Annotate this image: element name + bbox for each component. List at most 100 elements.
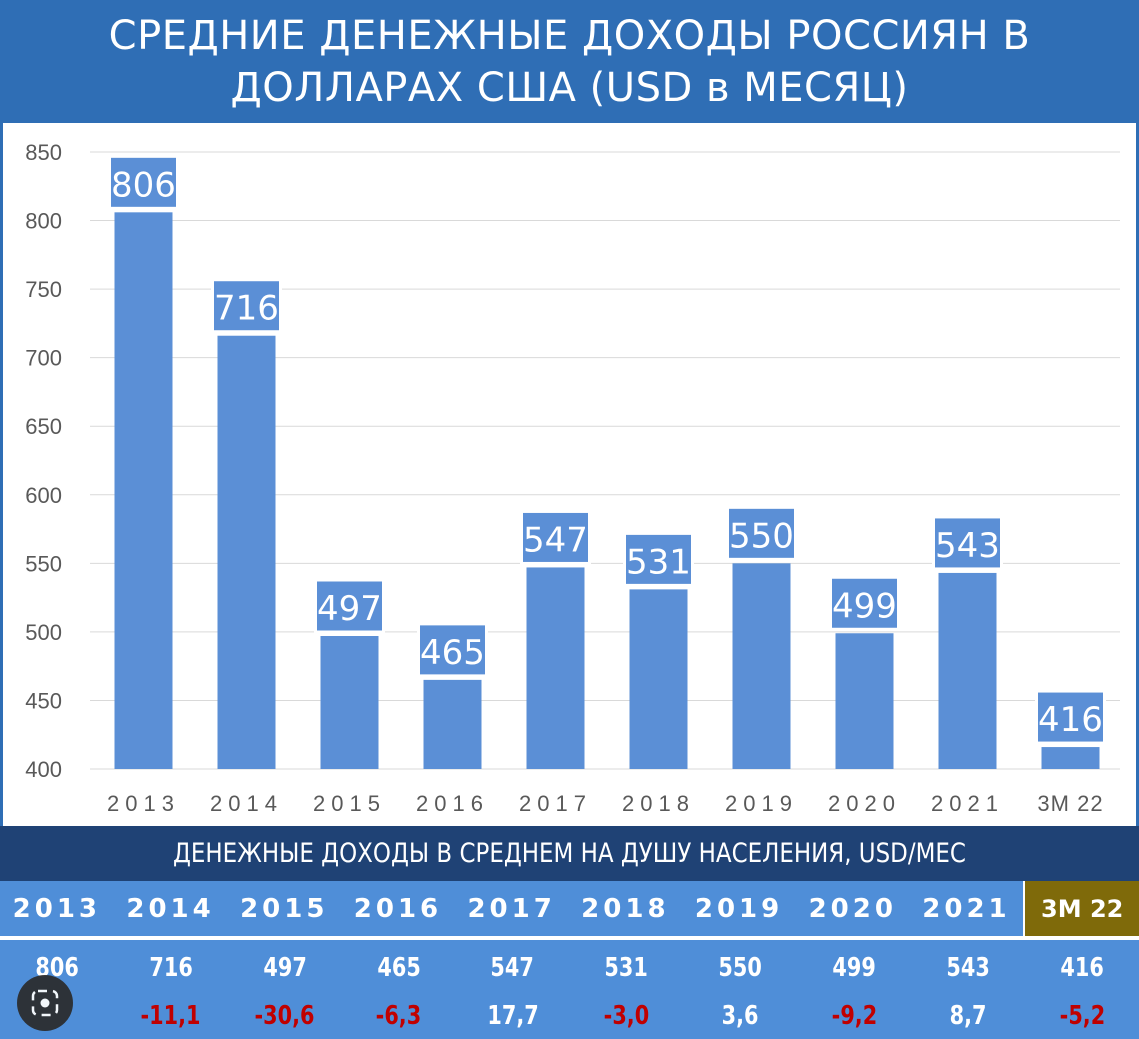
table-change-cell: -5,2: [1025, 993, 1139, 1039]
x-tick-label: 2017: [519, 791, 592, 816]
table-change-cell: -11,1: [114, 993, 228, 1039]
y-tick-label: 750: [25, 277, 62, 302]
title-line-2: ДОЛЛАРАХ США (USD в МЕСЯЦ): [230, 64, 909, 111]
bar: [526, 567, 585, 769]
data-label-box: [1035, 689, 1106, 745]
table-value-cell: 497: [228, 940, 342, 995]
table-change-row: -11,1 -30,6 -6,3 17,7 -3,0 3,6 -9,2 8,7 -5,2: [0, 993, 1139, 1039]
x-tick-label: 2015: [313, 791, 386, 816]
table-subtitle-text: ДЕНЕЖНЫЕ ДОХОДЫ В СРЕДНЕМ НА ДУШУ НАСЕЛЕ…: [173, 838, 966, 869]
table-change-cell: -9,2: [797, 993, 911, 1039]
data-label: 806: [111, 165, 176, 205]
data-label-box: [829, 575, 900, 631]
table-change-text: -6,3: [375, 1001, 422, 1031]
table-value-cell: 531: [570, 940, 684, 995]
data-label: 416: [1038, 700, 1103, 740]
y-tick-label: 400: [25, 757, 62, 782]
y-tick-label: 700: [25, 346, 62, 371]
table-value-text: 499: [832, 952, 877, 983]
table-change-text: -11,1: [140, 1001, 201, 1031]
table-year-cell: 2019: [694, 893, 784, 924]
table-change-cell: -3,0: [570, 993, 684, 1039]
table-year-cell: 3М 22: [1023, 881, 1139, 936]
table-value-text: 497: [263, 952, 307, 983]
data-label: 497: [317, 589, 382, 629]
title-line-1: СРЕДНИЕ ДЕНЕЖНЫЕ ДОХОДЫ РОССИЯН В: [108, 12, 1031, 59]
data-label: 716: [214, 289, 279, 329]
table-value-text: 416: [1060, 952, 1104, 983]
data-label-box: [932, 515, 1003, 571]
table-value-text: 531: [604, 952, 649, 983]
x-tick-label: 2019: [725, 791, 798, 816]
table-change-text: -5,2: [1059, 1001, 1105, 1031]
bar: [217, 335, 276, 769]
y-tick-label: 600: [25, 483, 62, 508]
x-tick-label: 2018: [622, 791, 695, 816]
table-change-text: -9,2: [831, 1001, 878, 1031]
table-year-cell: 2017: [467, 893, 556, 924]
table-change-cell: 17,7: [456, 993, 570, 1039]
x-tick-label: 3М 22: [1037, 791, 1103, 816]
table-value-cell: 716: [114, 940, 228, 995]
table-year-cell: 2018: [581, 893, 670, 924]
table-value-text: 716: [149, 952, 193, 983]
table-value-text: 543: [946, 952, 990, 983]
table-change-cell: 3,6: [683, 993, 797, 1039]
data-label: 547: [523, 520, 588, 560]
x-tick-label: 2020: [828, 791, 901, 816]
bar: [732, 563, 791, 769]
y-tick-label: 650: [25, 414, 62, 439]
x-tick-label: 2014: [210, 791, 283, 816]
data-label: 531: [626, 542, 691, 582]
y-tick-label: 800: [25, 209, 62, 234]
chart-title: СРЕДНИЕ ДЕНЕЖНЫЕ ДОХОДЫ РОССИЯН В ДОЛЛАР…: [0, 0, 1139, 123]
table-value-cell: 499: [797, 940, 911, 995]
data-label-box: [520, 509, 591, 565]
table-change-text: 17,7: [486, 1001, 539, 1031]
data-label-box: [417, 622, 488, 678]
y-tick-label: 500: [25, 620, 62, 645]
table-subtitle: ДЕНЕЖНЫЕ ДОХОДЫ В СРЕДНЕМ НА ДУШУ НАСЕЛЕ…: [0, 826, 1139, 881]
table-value-row: 806 716 497 465 547 531 550 499 543 416: [0, 938, 1139, 995]
table-change-cell: -6,3: [342, 993, 456, 1039]
table-year-cell: 2014: [126, 893, 215, 924]
x-tick-label: 2013: [107, 791, 180, 816]
table-value-cell: 547: [456, 940, 570, 995]
data-label: 499: [832, 586, 897, 626]
table-value-cell: 416: [1025, 940, 1139, 995]
bar: [114, 212, 173, 770]
table-value-cell: 543: [911, 940, 1025, 995]
table-value-cell: 550: [683, 940, 797, 995]
table-change-text: -3,0: [603, 1001, 650, 1031]
table-change-text: 8,7: [949, 1001, 987, 1031]
bar: [1041, 747, 1100, 769]
table-year-cell: 2021: [922, 893, 1011, 924]
table-value-text: 465: [376, 952, 421, 983]
bar: [629, 589, 688, 769]
table-change-text: -30,6: [254, 1001, 315, 1031]
table-year-cell: 2015: [240, 893, 329, 924]
bar: [423, 679, 482, 769]
table-change-text: 3,6: [721, 1001, 759, 1031]
data-label: 465: [420, 633, 485, 673]
table-change-cell: -30,6: [228, 993, 342, 1039]
data-label-box: [314, 578, 385, 634]
data-label-box: [211, 278, 282, 334]
table-year-cell: 2020: [808, 893, 897, 924]
x-tick-label: 2016: [416, 791, 489, 816]
lens-search-icon[interactable]: [17, 975, 73, 1031]
bar: [835, 633, 894, 769]
bar: [320, 636, 379, 769]
data-label-box: [726, 505, 797, 561]
y-tick-label: 850: [25, 140, 62, 165]
bar: [938, 572, 997, 769]
table-value-text: 550: [718, 952, 763, 983]
table-year-cell: 2013: [12, 893, 102, 924]
bar-chart: 400 450 500 550 600 650 700 750 800 850 806 2013 716…: [25, 140, 1120, 816]
data-label: 543: [935, 526, 1000, 566]
table-change-cell: 8,7: [911, 993, 1025, 1039]
table-value-text: 547: [490, 952, 535, 983]
x-tick-label: 2021: [931, 791, 1004, 816]
data-label-box: [108, 154, 179, 210]
y-tick-label: 550: [25, 551, 62, 576]
